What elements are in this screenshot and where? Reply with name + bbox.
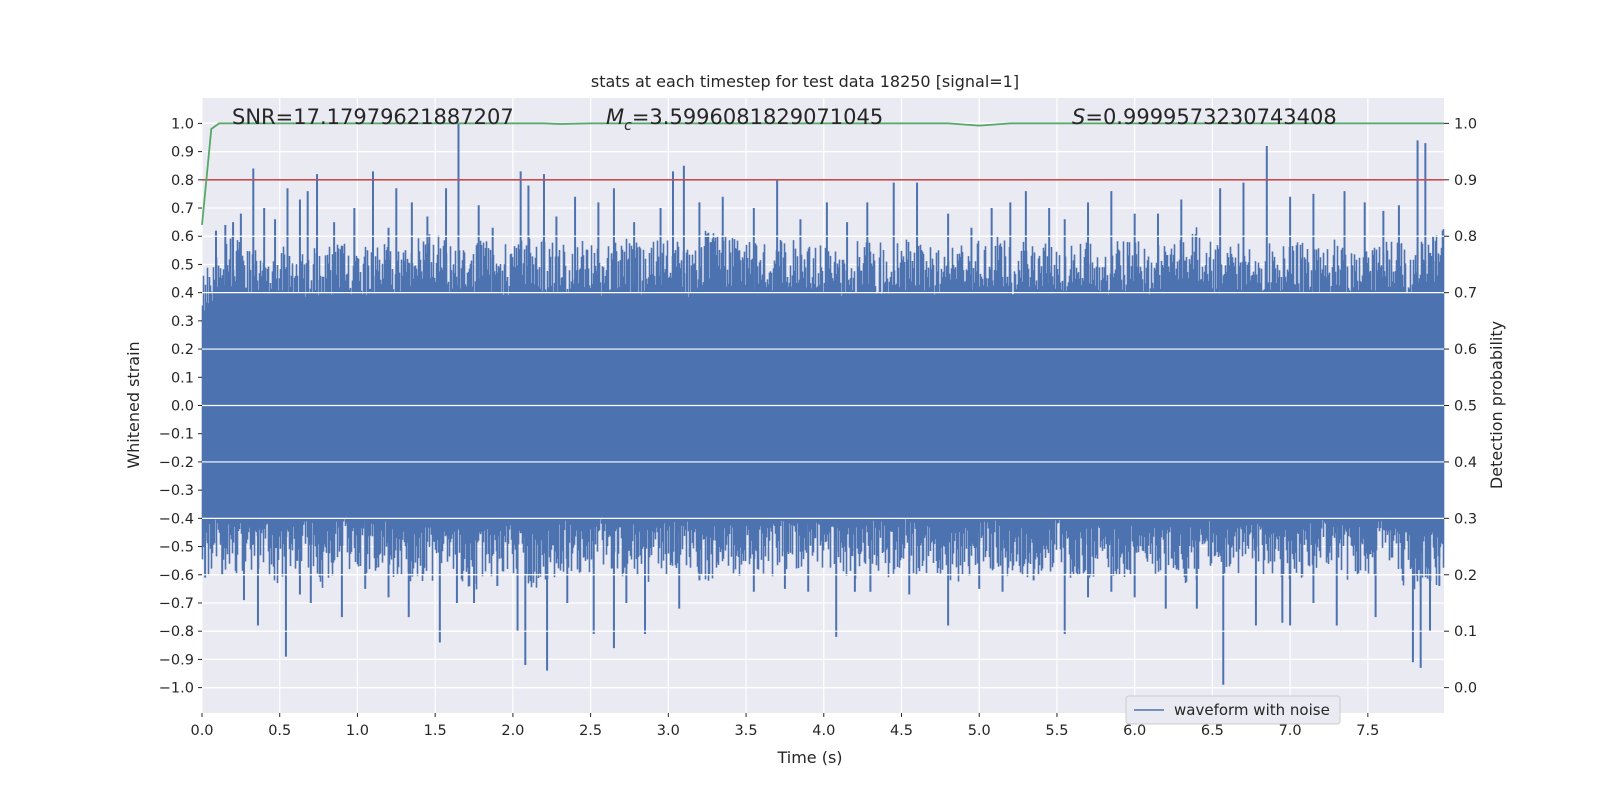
y-right-tick-label: 0.2 bbox=[1454, 568, 1477, 584]
y-tick-label: −1.0 bbox=[159, 681, 194, 697]
y-tick-label: 0.9 bbox=[171, 145, 194, 161]
chart-title: stats at each timestep for test data 182… bbox=[591, 72, 1019, 91]
chirp-mass-value: =3.5996081829071045 bbox=[632, 105, 883, 129]
legend: waveform with noise bbox=[1125, 695, 1341, 725]
y-tick-label: 0.5 bbox=[171, 257, 194, 273]
y-axis-label: Whitened strain bbox=[124, 341, 143, 468]
overlay-lines bbox=[201, 122, 1444, 689]
y-right-tick-label: 0.0 bbox=[1454, 681, 1477, 697]
y-tick-label: 0.7 bbox=[171, 201, 194, 217]
x-tick-label: 6.0 bbox=[1123, 723, 1146, 739]
y-tick-label: −0.9 bbox=[159, 652, 194, 668]
y-right-tick-label: 0.3 bbox=[1454, 511, 1477, 527]
y-right-tick-label: 0.1 bbox=[1454, 624, 1477, 640]
legend-box bbox=[1125, 695, 1341, 725]
y-tick-label: −0.2 bbox=[159, 455, 194, 471]
chirp-mass-symbol: M bbox=[606, 105, 624, 129]
snr-annotation: SNR=17.17979621887207 bbox=[232, 105, 514, 129]
y-right-tick-label: 0.6 bbox=[1454, 342, 1477, 358]
y-tick-label: −0.8 bbox=[159, 624, 194, 640]
y-tick-label: −0.3 bbox=[159, 483, 194, 499]
y-right-tick-label: 0.5 bbox=[1454, 399, 1477, 415]
s-value: =0.9999573230743408 bbox=[1085, 105, 1336, 129]
x-tick-label: 3.0 bbox=[657, 723, 680, 739]
y-tick-label: −0.5 bbox=[159, 540, 194, 556]
x-tick-label: 1.0 bbox=[346, 723, 369, 739]
x-tick-label: 2.0 bbox=[501, 723, 524, 739]
chirp-mass-subscript: c bbox=[624, 118, 632, 134]
y-right-tick-label: 0.7 bbox=[1454, 286, 1477, 302]
x-tick-label: 0.0 bbox=[190, 723, 213, 739]
x-tick-label: 7.0 bbox=[1279, 723, 1302, 739]
x-axis-label: Time (s) bbox=[776, 748, 842, 767]
x-tick-label: 5.5 bbox=[1045, 723, 1068, 739]
x-tick-label: 0.5 bbox=[268, 723, 291, 739]
y-right-tick-labels: 1.0 0.9 0.8 0.7 0.6 0.5 0.4 0.3 0.2 0.1 0.0 bbox=[1444, 116, 1477, 697]
detection-probability-line bbox=[201, 122, 1444, 225]
y-right-tick-label: 0.8 bbox=[1454, 229, 1477, 245]
y-tick-label: 0.0 bbox=[171, 399, 194, 415]
y-tick-label: −0.7 bbox=[159, 596, 194, 612]
y-tick-label: −0.1 bbox=[159, 427, 194, 443]
legend-label: waveform with noise bbox=[1174, 701, 1330, 719]
x-tick-label: 4.0 bbox=[812, 723, 835, 739]
y-tick-label: 0.2 bbox=[171, 342, 194, 358]
x-tick-label: 4.5 bbox=[890, 723, 913, 739]
s-annotation: S=0.9999573230743408 bbox=[1072, 105, 1337, 129]
y-tick-label: 0.6 bbox=[171, 229, 194, 245]
waveform-core-band bbox=[202, 312, 1444, 519]
y-right-tick-label: 0.4 bbox=[1454, 455, 1477, 471]
x-tick-labels: 0.0 0.5 1.0 1.5 2.0 2.5 3.0 3.5 4.0 4.5 5.0 5.5 6.0 6… bbox=[190, 713, 1379, 739]
chirp-mass-annotation: Mc=3.5996081829071045 bbox=[606, 105, 883, 134]
y-tick-label: −0.6 bbox=[159, 568, 194, 584]
y-tick-label: −0.4 bbox=[159, 511, 194, 527]
waveform-series bbox=[201, 123, 1445, 685]
y-tick-label: 0.4 bbox=[171, 286, 194, 302]
y-tick-label: 1.0 bbox=[171, 116, 194, 132]
y-right-tick-label: 1.0 bbox=[1454, 116, 1477, 132]
y-right-axis-label: Detection probability bbox=[1487, 321, 1506, 489]
x-tick-label: 7.5 bbox=[1356, 723, 1379, 739]
s-symbol: S bbox=[1072, 105, 1085, 129]
x-tick-label: 5.0 bbox=[968, 723, 991, 739]
x-tick-label: 1.5 bbox=[424, 723, 447, 739]
x-tick-label: 2.5 bbox=[579, 723, 602, 739]
y-tick-labels: 1.0 0.9 0.8 0.7 0.6 0.5 0.4 0.3 0.2 0.1 0.0 −0.1 −0.… bbox=[159, 116, 202, 697]
x-tick-label: 3.5 bbox=[735, 723, 758, 739]
y-tick-label: 0.1 bbox=[171, 370, 194, 386]
y-tick-label: 0.3 bbox=[171, 314, 194, 330]
x-tick-label: 6.5 bbox=[1201, 723, 1224, 739]
y-right-tick-label: 0.9 bbox=[1454, 173, 1477, 189]
y-tick-label: 0.8 bbox=[171, 173, 194, 189]
